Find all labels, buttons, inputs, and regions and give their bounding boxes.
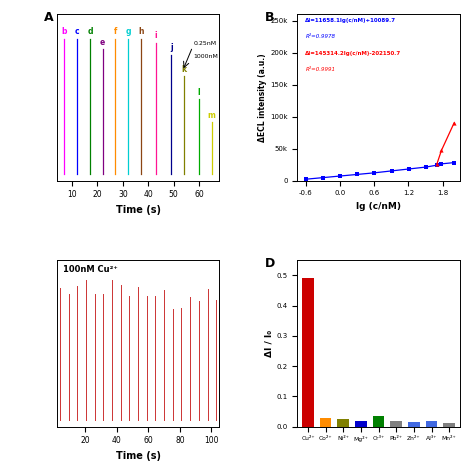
Text: 0.25nM: 0.25nM [193, 41, 217, 46]
Text: h: h [138, 27, 144, 36]
Bar [426, 421, 438, 427]
Y-axis label: ΔI / I₀: ΔI / I₀ [264, 330, 273, 357]
Text: k: k [181, 65, 186, 73]
Text: R²=0.9978: R²=0.9978 [305, 34, 336, 39]
Bar [444, 423, 455, 427]
Text: d: d [87, 27, 92, 36]
Text: B: B [265, 11, 274, 24]
Text: A: A [44, 11, 54, 24]
Text: i: i [155, 31, 157, 40]
Bar [408, 422, 419, 427]
Text: b: b [62, 27, 67, 36]
X-axis label: Time (s): Time (s) [116, 451, 161, 461]
X-axis label: lg (c/nM): lg (c/nM) [356, 202, 401, 211]
Bar [320, 418, 331, 427]
Bar [302, 278, 314, 427]
Text: l: l [198, 88, 201, 97]
Text: e: e [100, 37, 105, 46]
Bar [355, 420, 366, 427]
Text: c: c [75, 27, 80, 36]
Bar [391, 420, 402, 427]
Bar [373, 416, 384, 427]
Text: 1000nM: 1000nM [193, 54, 219, 59]
Text: j: j [170, 43, 173, 52]
Text: ΔI=145314.2lg(c/nM)-202150.7: ΔI=145314.2lg(c/nM)-202150.7 [305, 51, 401, 56]
Text: R²=0.9991: R²=0.9991 [305, 67, 336, 73]
Text: D: D [265, 257, 275, 270]
Text: f: f [114, 27, 117, 36]
Text: m: m [208, 110, 216, 119]
Bar [337, 419, 349, 427]
Text: g: g [125, 27, 131, 36]
Y-axis label: ΔECL intensity (a.u.): ΔECL intensity (a.u.) [258, 53, 267, 142]
Text: ΔI=11658.1lg(c/nM)+10089.7: ΔI=11658.1lg(c/nM)+10089.7 [305, 18, 397, 23]
Text: 100nM Cu²⁺: 100nM Cu²⁺ [64, 265, 118, 274]
X-axis label: Time (s): Time (s) [116, 205, 161, 215]
